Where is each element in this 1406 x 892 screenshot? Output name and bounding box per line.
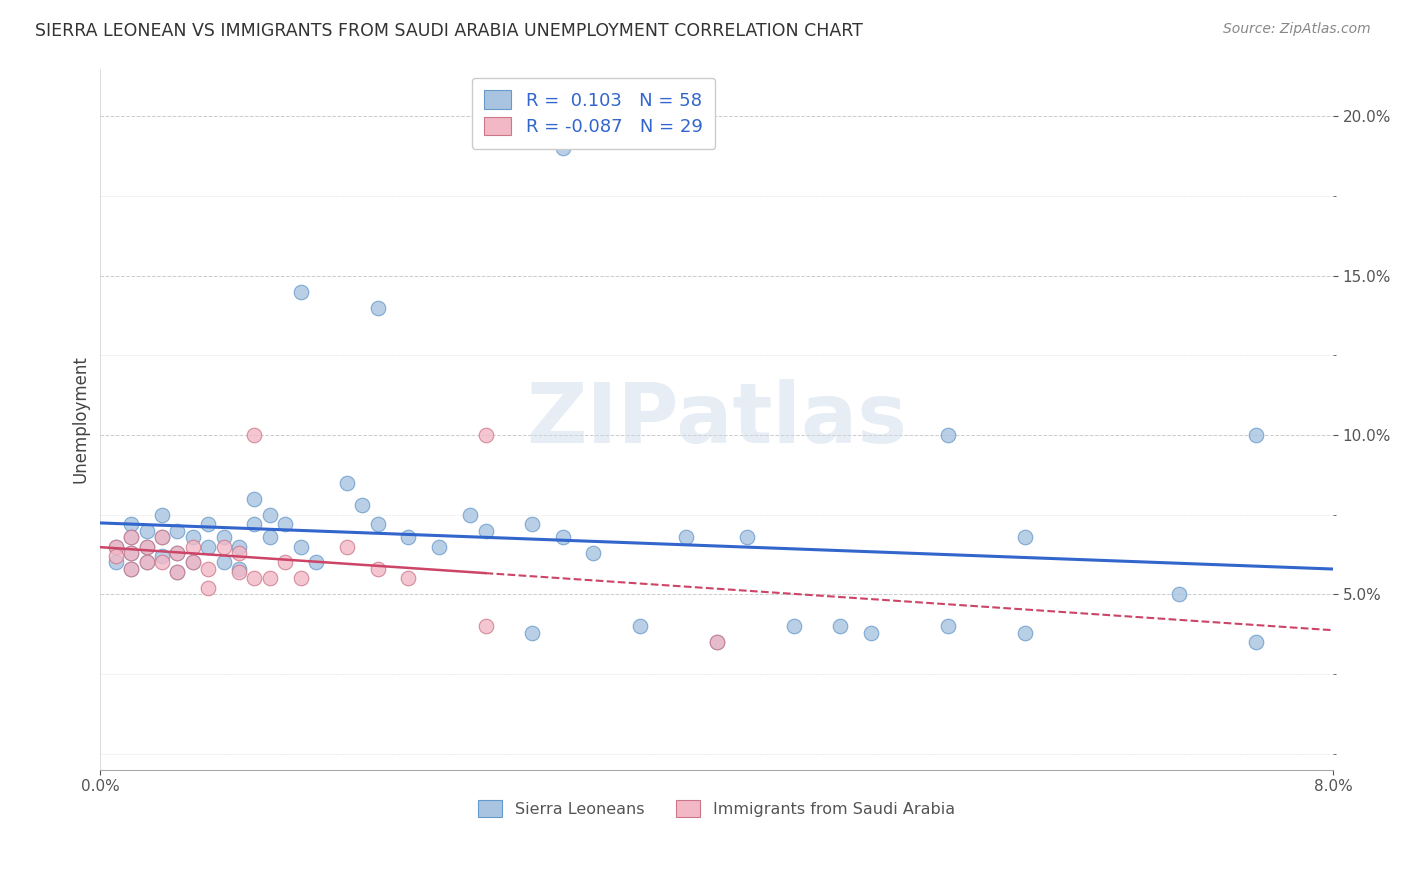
Point [120, 530, 142, 544]
Point [104, 540, 127, 554]
Text: SIERRA LEONEAN VS IMMIGRANTS FROM SAUDI ARABIA UNEMPLOYMENT CORRELATION CHART: SIERRA LEONEAN VS IMMIGRANTS FROM SAUDI … [35, 22, 863, 40]
Point [259, 508, 281, 522]
Point [120, 546, 142, 560]
Point [166, 524, 188, 538]
Point [474, 428, 496, 442]
Point [1244, 428, 1267, 442]
Legend: Sierra Leoneans, Immigrants from Saudi Arabia: Sierra Leoneans, Immigrants from Saudi A… [470, 792, 963, 825]
Point [520, 517, 543, 532]
Point [936, 428, 959, 442]
Point [706, 635, 728, 649]
Point [197, 562, 219, 576]
Point [120, 517, 142, 532]
Point [120, 562, 142, 576]
Point [150, 549, 173, 563]
Point [197, 517, 219, 532]
Point [782, 619, 804, 633]
Point [427, 540, 450, 554]
Point [1244, 635, 1267, 649]
Point [104, 540, 127, 554]
Point [150, 508, 173, 522]
Point [582, 546, 605, 560]
Point [135, 540, 157, 554]
Point [104, 549, 127, 563]
Point [336, 540, 359, 554]
Point [737, 530, 759, 544]
Point [243, 571, 266, 585]
Point [828, 619, 851, 633]
Point [274, 556, 297, 570]
Point [243, 517, 266, 532]
Point [135, 524, 157, 538]
Point [166, 565, 188, 579]
Point [551, 141, 574, 155]
Point [1167, 587, 1189, 601]
Text: ZIPatlas: ZIPatlas [526, 378, 907, 459]
Point [290, 571, 312, 585]
Point [243, 428, 266, 442]
Point [336, 475, 359, 490]
Point [212, 556, 235, 570]
Point [197, 540, 219, 554]
Point [212, 540, 235, 554]
Point [120, 546, 142, 560]
Point [135, 556, 157, 570]
Point [228, 546, 250, 560]
Point [551, 530, 574, 544]
Point [120, 562, 142, 576]
Point [274, 517, 297, 532]
Point [243, 491, 266, 506]
Point [520, 625, 543, 640]
Point [290, 540, 312, 554]
Point [367, 301, 389, 315]
Point [675, 530, 697, 544]
Point [181, 530, 204, 544]
Y-axis label: Unemployment: Unemployment [72, 355, 89, 483]
Point [181, 556, 204, 570]
Point [181, 556, 204, 570]
Point [458, 508, 481, 522]
Point [628, 619, 651, 633]
Point [259, 571, 281, 585]
Point [290, 285, 312, 299]
Point [150, 530, 173, 544]
Point [706, 635, 728, 649]
Point [104, 556, 127, 570]
Point [352, 498, 374, 512]
Point [135, 540, 157, 554]
Point [367, 562, 389, 576]
Point [228, 565, 250, 579]
Point [166, 546, 188, 560]
Point [228, 540, 250, 554]
Point [150, 530, 173, 544]
Point [398, 530, 420, 544]
Point [197, 581, 219, 595]
Point [474, 524, 496, 538]
Point [1014, 530, 1036, 544]
Point [1014, 625, 1036, 640]
Point [166, 546, 188, 560]
Point [212, 530, 235, 544]
Point [228, 562, 250, 576]
Point [135, 556, 157, 570]
Point [120, 530, 142, 544]
Point [398, 571, 420, 585]
Point [367, 517, 389, 532]
Point [259, 530, 281, 544]
Text: Source: ZipAtlas.com: Source: ZipAtlas.com [1223, 22, 1371, 37]
Point [305, 556, 328, 570]
Point [859, 625, 882, 640]
Point [936, 619, 959, 633]
Point [181, 540, 204, 554]
Point [474, 619, 496, 633]
Point [166, 565, 188, 579]
Point [150, 556, 173, 570]
